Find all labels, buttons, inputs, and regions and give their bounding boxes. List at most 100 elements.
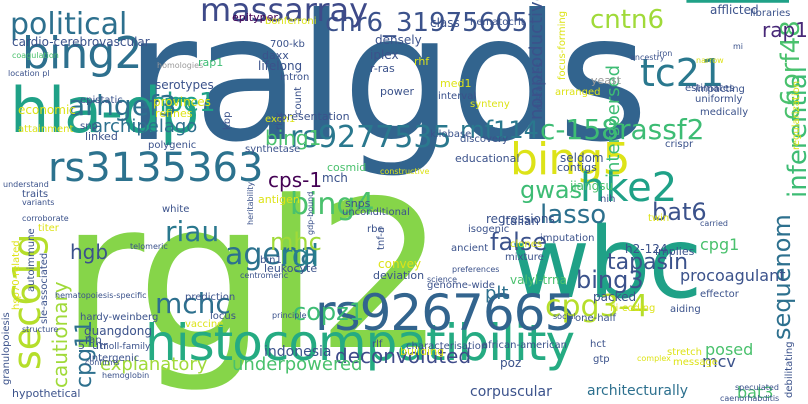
word-effector: effector xyxy=(700,289,739,300)
word-cpg1: cpg1 xyxy=(700,235,740,254)
word-daxx: daxx xyxy=(262,49,289,62)
word-location-pl: location pl xyxy=(8,69,50,78)
word-carried: carried xyxy=(700,219,728,228)
word-medically: medically xyxy=(700,107,749,118)
word-centromeric: centromeric xyxy=(240,271,289,280)
word-seldom: seldom xyxy=(560,151,604,165)
word-one-half: one-half xyxy=(575,313,616,324)
word-rgl2: rgl2 xyxy=(60,158,446,396)
word-risk: risk xyxy=(274,112,285,130)
word-rs3135363: rs3135363 xyxy=(48,145,264,191)
word-social: social xyxy=(553,312,576,321)
word-rs9277535: rs9277535 xyxy=(290,120,452,155)
word-principle: principle xyxy=(272,311,307,320)
word-linked: linked xyxy=(85,130,118,143)
word-histocompatibility: histocompatibility xyxy=(145,314,575,372)
word-tc21: tc21 xyxy=(640,51,725,95)
word-variants: variants xyxy=(22,198,55,207)
word-mhc: mhc xyxy=(270,228,322,256)
word-african-american: african-american xyxy=(482,340,567,351)
word-locus: locus xyxy=(210,311,236,322)
word-hematopoiesis-specific: hematopoiesis-specific xyxy=(55,291,147,300)
word-mixture: mixture xyxy=(505,252,544,263)
word-mcv: mcv xyxy=(702,352,736,371)
word-hke2: hke2 xyxy=(580,165,678,211)
word-understand: understand xyxy=(3,180,49,189)
word-libraries: libraries xyxy=(750,8,791,19)
word-mch: mch xyxy=(322,171,348,185)
word-synteny: synteny xyxy=(470,99,510,110)
word-nih: nih xyxy=(600,194,616,205)
word-power: power xyxy=(380,85,414,98)
word-provinces: provinces xyxy=(153,95,211,109)
word-densely: densely xyxy=(375,33,422,47)
word-archipelago: archipelago xyxy=(92,116,198,137)
word-bing4: bing4 xyxy=(290,187,375,222)
word-contigs: contigs xyxy=(557,161,597,174)
word-gdp-bound: gdp-bound xyxy=(306,191,315,235)
word-political: political xyxy=(10,7,128,42)
word-underpowered: underpowered xyxy=(232,354,363,375)
word-iron: iron xyxy=(657,49,673,58)
word-homologies: homologies xyxy=(157,61,204,70)
word-building: building xyxy=(400,345,445,358)
word-hgb: hgb xyxy=(70,240,109,264)
word-snp: snp xyxy=(80,121,98,132)
word-false: false xyxy=(490,228,548,256)
word-message: message xyxy=(673,357,718,368)
word-implies: implies xyxy=(655,245,695,258)
word-coagulation: coagulation xyxy=(12,51,59,60)
word-class: class xyxy=(430,16,460,30)
word-leukocyte: leukocyte xyxy=(264,262,318,275)
word-confirms: confirms xyxy=(85,358,120,367)
word-distances: distances xyxy=(534,62,545,110)
word-snps: snps xyxy=(345,197,371,210)
word-serotypes: serotypes xyxy=(155,78,214,92)
word-bonferroni: bonferroni xyxy=(265,16,317,27)
word-ralgds: ralgds xyxy=(125,0,649,181)
word-cntn6: cntn6 xyxy=(590,5,664,35)
word-arranged: arranged xyxy=(555,87,601,98)
word-refines: refines xyxy=(155,107,193,120)
word-deconvoluted: deconvoluted xyxy=(335,344,472,368)
word-cpg3-4: cpg3-4 xyxy=(545,289,649,324)
word-lifelong: lifelong xyxy=(258,59,303,73)
word-characterisation: characterisation xyxy=(406,341,488,352)
word-crispr: crispr xyxy=(665,139,694,150)
word-ancestry: ancestry xyxy=(630,53,665,62)
word-chr6-31975605: chr6_31975605 xyxy=(325,8,529,38)
word-epistatic: epistatic xyxy=(80,95,123,106)
word-narrow: narrow xyxy=(696,56,724,65)
word-italian: italian xyxy=(502,214,540,228)
word-iplex: iplex xyxy=(370,48,399,62)
word-lasso: lasso xyxy=(540,200,607,230)
word-twin: twin xyxy=(648,213,670,224)
word-arhgef3: arhgef3 xyxy=(68,89,177,122)
word-r-ras: r-ras xyxy=(370,62,395,75)
word-h2-124: h2-124 xyxy=(625,242,668,256)
word-science: science xyxy=(427,275,458,284)
word-moll-family: moll-family xyxy=(100,342,151,352)
word-structure: structure xyxy=(22,325,59,334)
word-granulopoiesis: granulopoiesis xyxy=(1,312,12,385)
word-estimates: estimates xyxy=(685,83,735,94)
word-polygenic: polygenic xyxy=(148,140,197,151)
word-copz1: copz1 xyxy=(293,298,364,326)
word-impacting: impacting xyxy=(695,84,745,95)
word-antigen: antigen xyxy=(258,193,300,206)
word-gtp: gtp xyxy=(593,354,610,365)
word-autoimmune: autoimmune xyxy=(26,228,37,292)
word-agena: agena xyxy=(225,237,319,272)
word-procoagulant: procoagulant xyxy=(680,266,786,285)
word-ancient: ancient xyxy=(451,243,489,254)
word-med1: med1 xyxy=(440,77,472,90)
word-hematocrit: hematocrit xyxy=(470,17,525,28)
word-hbe1: hbe1 xyxy=(150,88,216,118)
word-count: count xyxy=(293,86,304,115)
word-gwas: gwas xyxy=(520,176,583,204)
word-traits: traits xyxy=(22,189,49,200)
word-intron: intron xyxy=(280,72,310,83)
word-attainment: attainment xyxy=(18,124,74,135)
word-focus-forming: focus-forming xyxy=(557,10,568,80)
word-uniformly: uniformly xyxy=(695,94,743,105)
